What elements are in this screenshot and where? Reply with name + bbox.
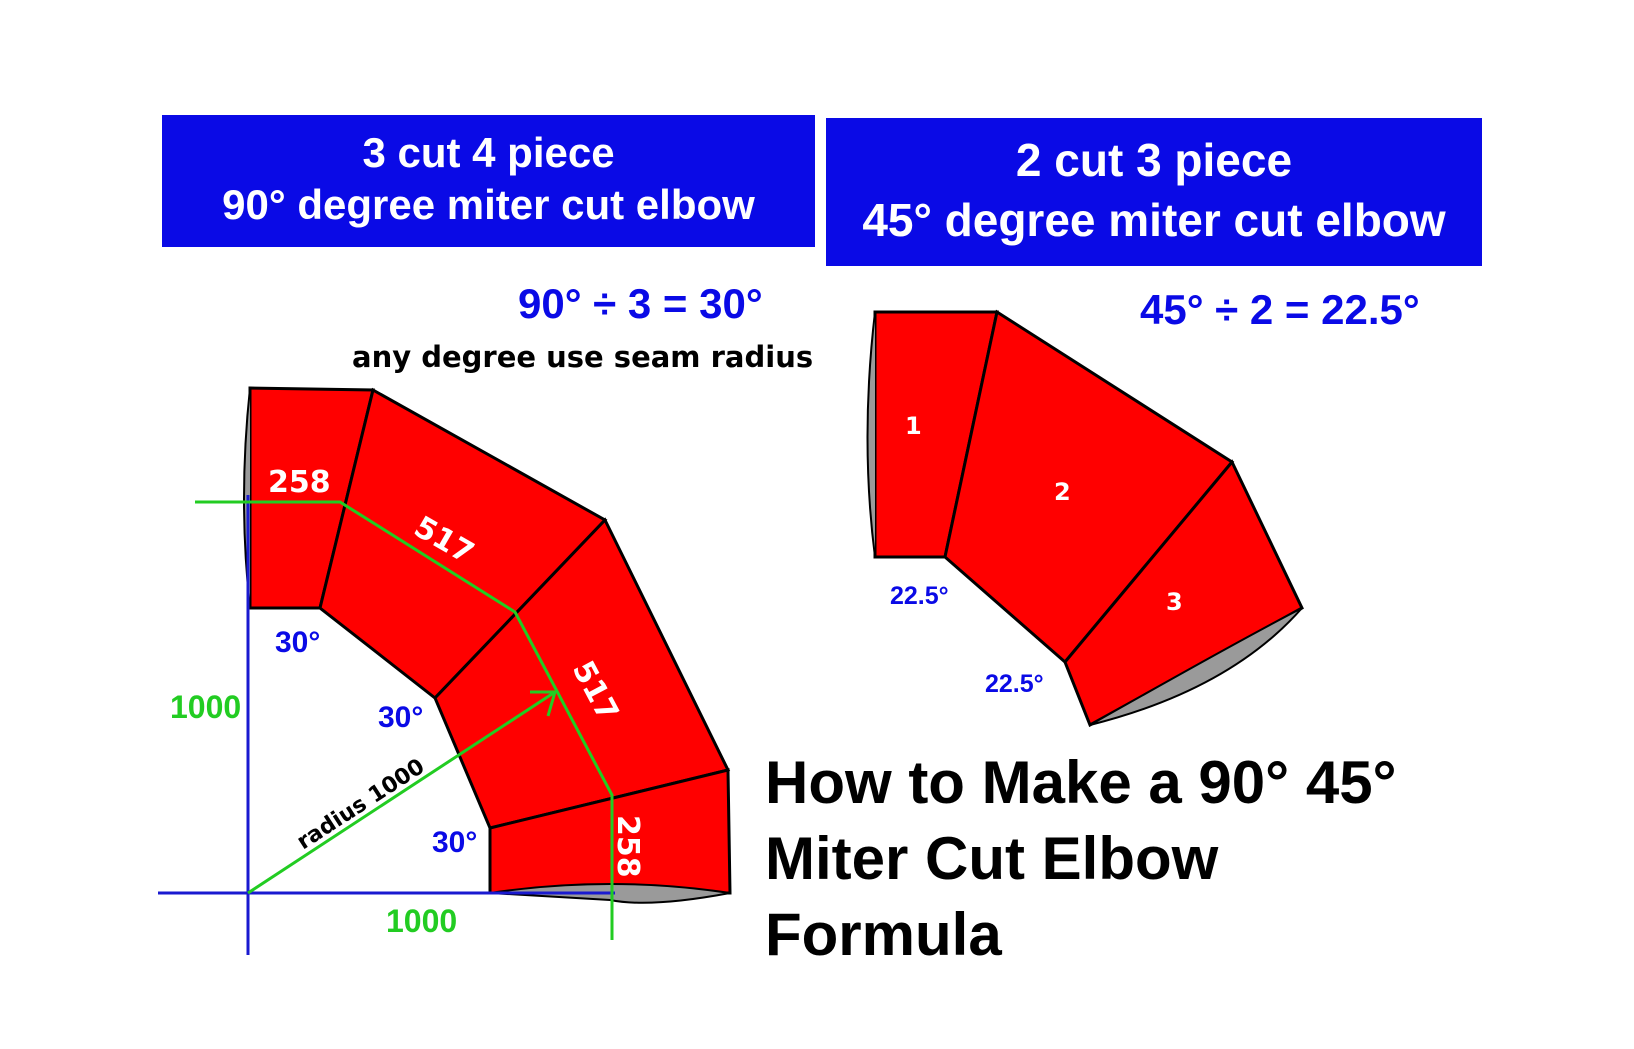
- formula-90: 90° ÷ 3 = 30°: [518, 280, 763, 327]
- radius-label: radius 1000: [293, 754, 430, 855]
- angle-label-45-1: 22.5°: [890, 582, 949, 610]
- banner-90-line1: 3 cut 4 piece: [362, 129, 615, 176]
- banner-90-line2: 90° degree miter cut elbow: [222, 181, 755, 228]
- headline-line1: How to Make a 90° 45°: [765, 749, 1397, 816]
- elbow-90: 258 517 517 258 30° 30° 30° 1000 1000 ra…: [158, 386, 732, 955]
- banner-45-line2: 45° degree miter cut elbow: [862, 194, 1446, 246]
- angle-label-3: 30°: [432, 826, 477, 859]
- elbow-45: 1 2 3 22.5° 22.5°: [866, 309, 1304, 728]
- radius-line: [247, 690, 556, 895]
- dimension-horizontal: 1000: [386, 903, 457, 939]
- banner-45-line1: 2 cut 3 piece: [1015, 134, 1293, 186]
- radius-arrowhead: [530, 690, 557, 717]
- angle-label-1: 30°: [275, 626, 320, 659]
- segment-label-1: 258: [268, 465, 331, 500]
- banner-45-elbow: 2 cut 3 piece 45° degree miter cut elbow: [826, 118, 1482, 266]
- piece-label-1: 1: [905, 412, 922, 440]
- angle-label-2: 30°: [378, 701, 423, 734]
- piece-label-2: 2: [1054, 478, 1071, 506]
- angle-label-45-2: 22.5°: [985, 670, 1044, 698]
- seam-radius-note: any degree use seam radius: [352, 340, 814, 374]
- elbow-45-open-end-left: [866, 311, 876, 558]
- elbow-45-open-end-right: [1089, 607, 1303, 726]
- headline: How to Make a 90° 45° Miter Cut Elbow Fo…: [765, 745, 1397, 973]
- segment-label-4: 258: [610, 815, 645, 878]
- seam-centerline: [195, 500, 614, 940]
- headline-line2: Miter Cut Elbow: [765, 825, 1219, 892]
- banner-90-elbow: 3 cut 4 piece 90° degree miter cut elbow: [162, 115, 815, 247]
- headline-line3: Formula: [765, 901, 1002, 968]
- dimension-vertical: 1000: [170, 689, 241, 725]
- formula-45: 45° ÷ 2 = 22.5°: [1140, 286, 1420, 333]
- piece-label-3: 3: [1166, 588, 1183, 616]
